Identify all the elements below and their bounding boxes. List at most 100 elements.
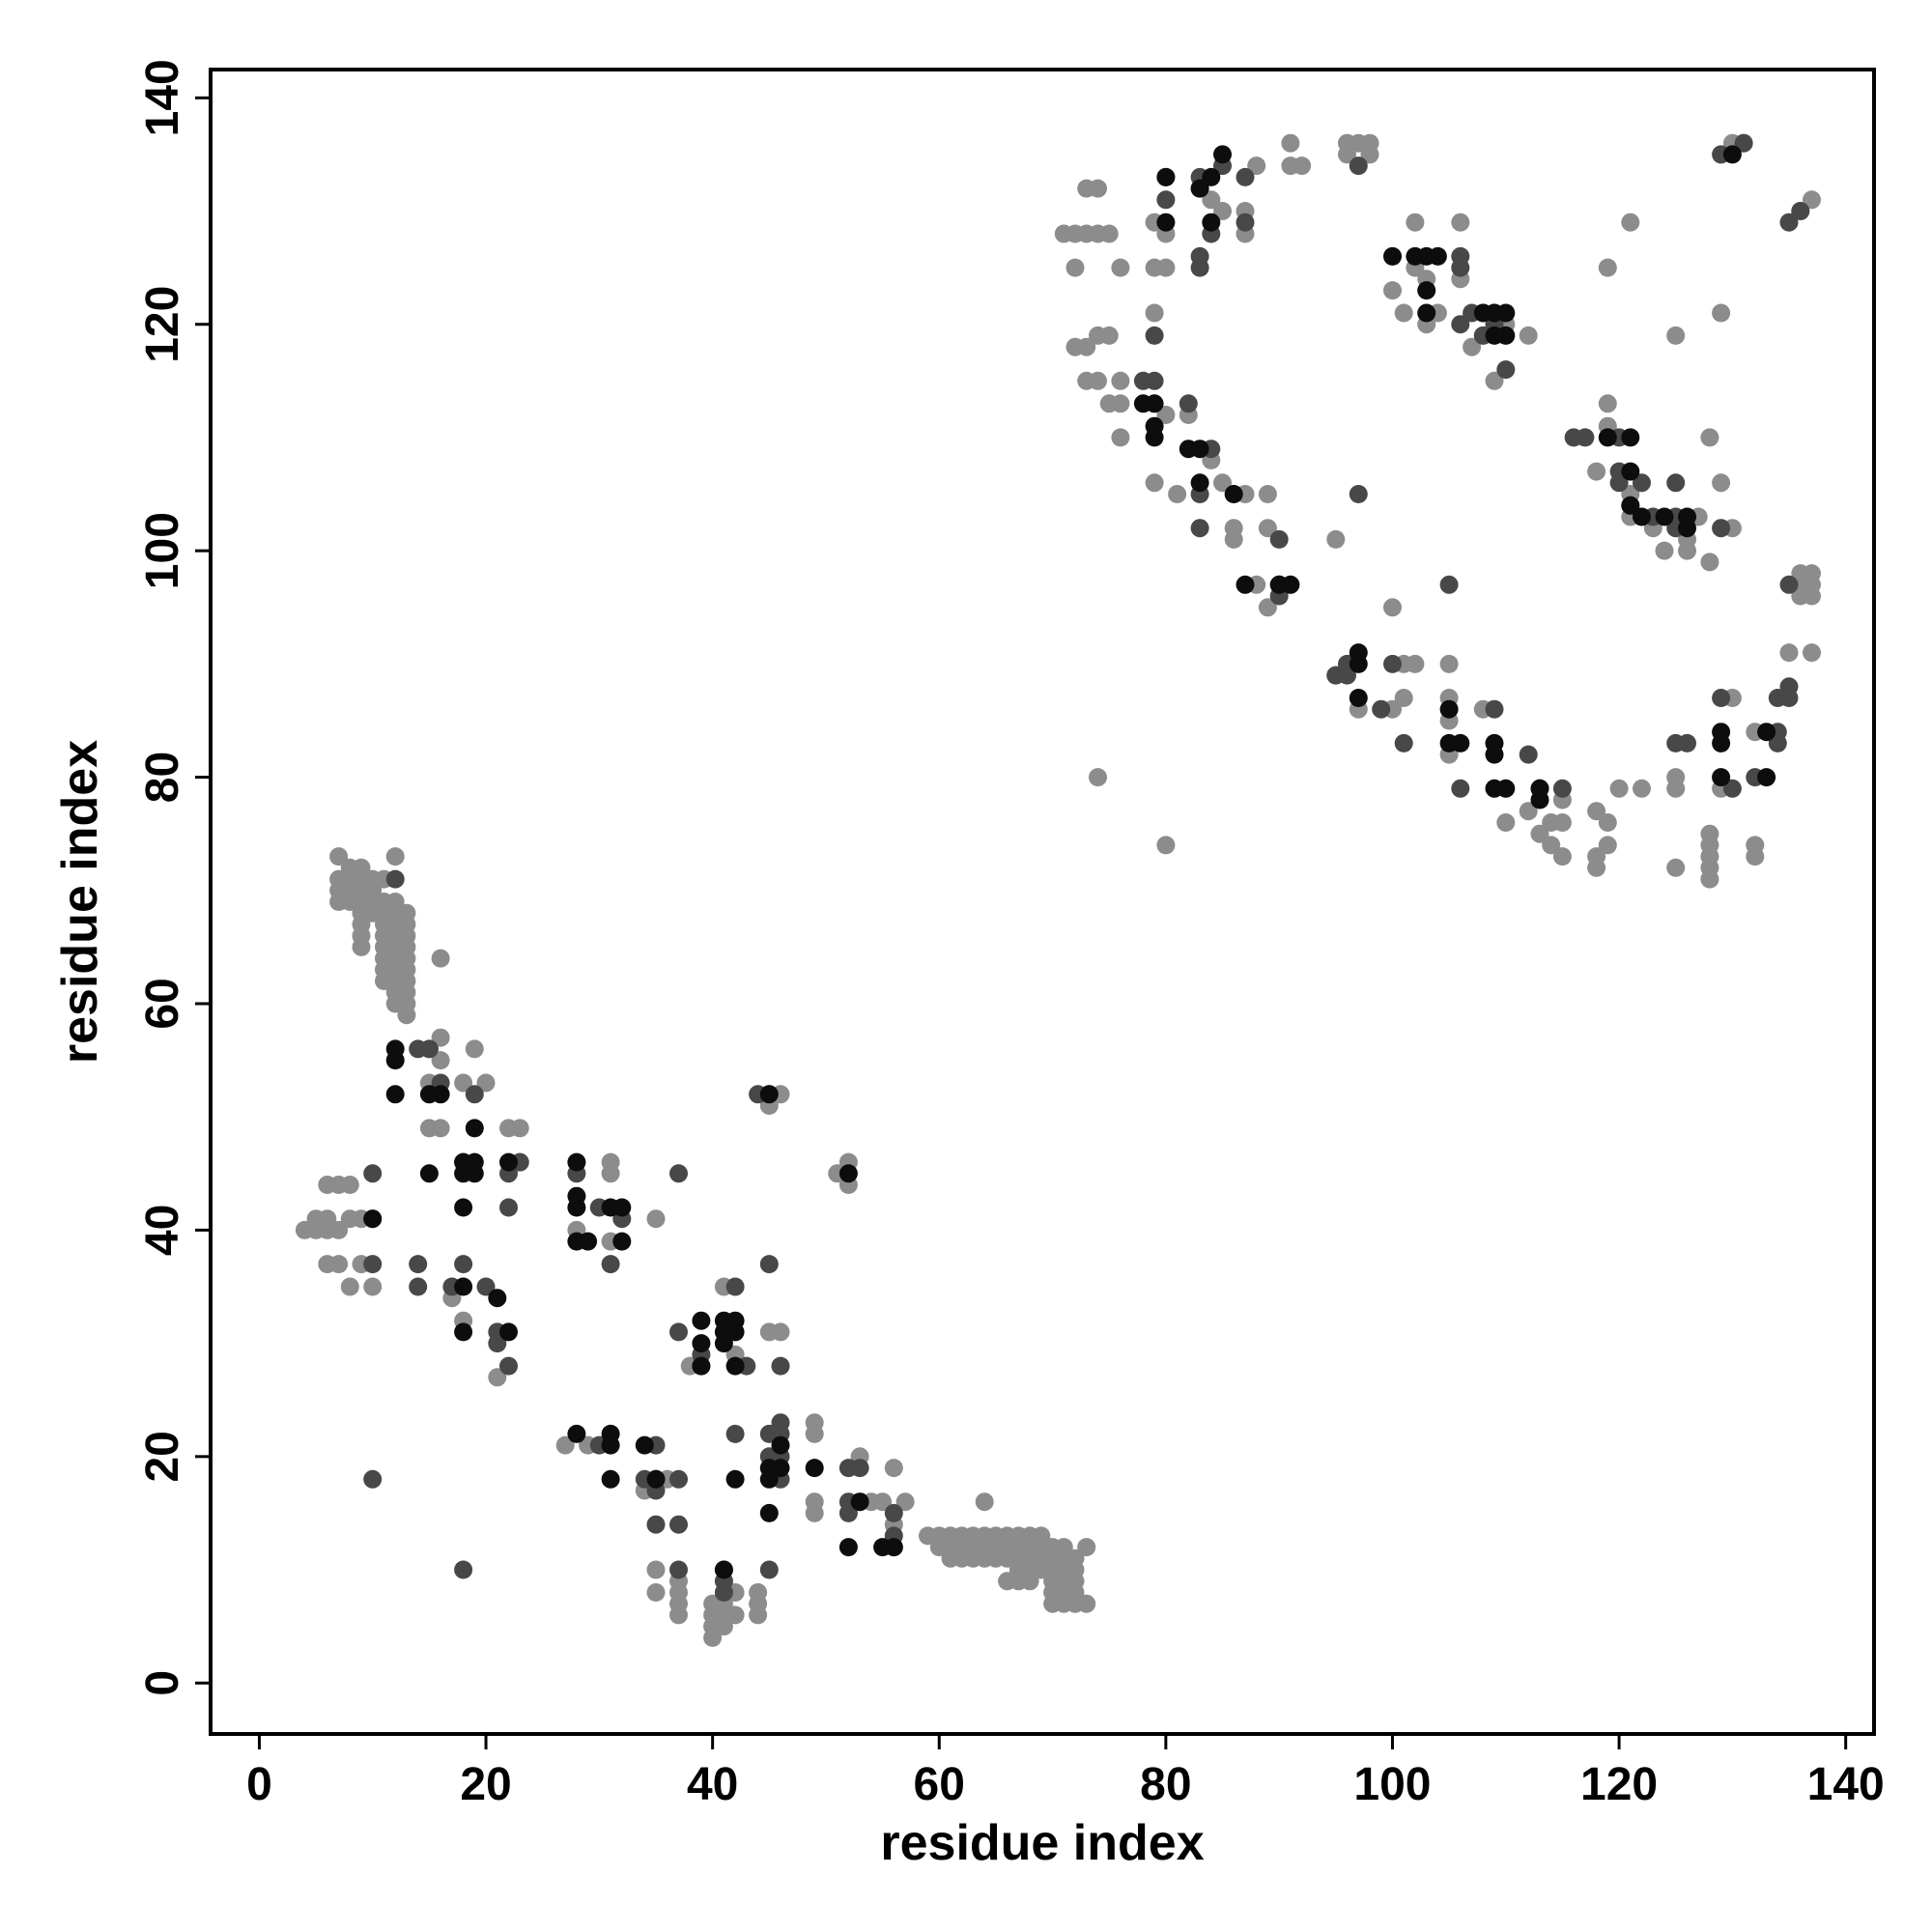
- contact-point: [1519, 802, 1538, 821]
- contact-point: [1439, 654, 1459, 673]
- contact-point: [601, 1152, 620, 1172]
- contact-point: [1213, 145, 1232, 164]
- contact-point: [749, 1605, 768, 1625]
- contact-point: [499, 1356, 518, 1376]
- contact-point: [1236, 213, 1255, 232]
- contact-point: [635, 1435, 654, 1455]
- contact-point: [1372, 699, 1391, 719]
- contact-point: [1746, 847, 1765, 867]
- contact-point: [385, 1085, 405, 1104]
- contact-point: [1712, 303, 1731, 323]
- contact-point: [1700, 553, 1719, 572]
- contact-point: [646, 1209, 666, 1229]
- contact-point: [1156, 213, 1176, 232]
- contact-point: [385, 869, 405, 889]
- contact-point: [1757, 768, 1776, 787]
- contact-point: [510, 1119, 529, 1138]
- contact-point: [771, 1356, 790, 1376]
- contact-point: [1349, 654, 1368, 673]
- contact-point: [805, 1459, 824, 1478]
- contact-point: [612, 1198, 632, 1217]
- contact-point: [1133, 394, 1152, 413]
- contact-point: [725, 1277, 745, 1296]
- contact-point: [1598, 836, 1617, 855]
- contact-point: [1712, 689, 1731, 707]
- contact-point: [1349, 689, 1368, 707]
- contact-point: [1065, 258, 1085, 277]
- y-tick-label: 60: [137, 978, 188, 1029]
- contact-point: [363, 1209, 383, 1229]
- contact-point: [1099, 224, 1119, 243]
- contact-point: [725, 1605, 745, 1625]
- contact-point: [884, 1538, 903, 1557]
- contact-point: [1587, 802, 1606, 821]
- contact-point: [714, 1583, 733, 1602]
- y-axis: 0 20 40 60 80 100 120 140: [137, 59, 211, 1696]
- x-tick-label: 40: [687, 1759, 738, 1810]
- contact-point: [669, 1322, 688, 1342]
- contact-point: [1428, 246, 1447, 266]
- contact-point: [454, 1164, 473, 1183]
- x-tick-label: 80: [1140, 1759, 1191, 1810]
- contact-point: [385, 1051, 405, 1070]
- contact-point: [1417, 281, 1436, 300]
- contact-point: [488, 1289, 507, 1308]
- contact-point: [1463, 337, 1482, 356]
- contact-point: [1224, 529, 1243, 549]
- contact-point: [1712, 519, 1731, 538]
- contact-point: [1179, 394, 1198, 413]
- contact-point: [1168, 485, 1187, 503]
- contact-point: [1394, 689, 1413, 707]
- contact-point: [476, 1073, 496, 1093]
- contact-point: [329, 847, 349, 867]
- contact-point: [1791, 202, 1810, 220]
- contact-point: [1451, 315, 1470, 334]
- contact-point: [1576, 428, 1595, 447]
- contact-point: [1236, 167, 1255, 186]
- contact-point: [1451, 733, 1470, 753]
- contact-point: [1803, 190, 1821, 210]
- contact-point: [771, 1459, 790, 1478]
- contact-point: [714, 1560, 733, 1579]
- contact-point: [1722, 779, 1742, 798]
- contact-point: [1269, 529, 1289, 549]
- contact-point: [1598, 394, 1617, 413]
- contact-point: [838, 1538, 858, 1557]
- contact-point: [669, 1560, 688, 1579]
- contact-point: [1202, 213, 1221, 232]
- contact-point: [1326, 529, 1346, 549]
- contact-point: [1779, 643, 1799, 663]
- contact-point: [1145, 473, 1164, 493]
- contact-point: [419, 1164, 439, 1183]
- contact-point: [1213, 473, 1232, 493]
- contact-point: [714, 1334, 733, 1353]
- contact-point: [1768, 689, 1787, 707]
- contact-point: [805, 1503, 824, 1522]
- contact-point: [725, 1322, 745, 1342]
- contact-point: [1077, 1594, 1096, 1613]
- contact-point: [465, 1119, 484, 1138]
- contact-point: [612, 1232, 632, 1251]
- contact-point: [692, 1334, 711, 1353]
- contact-point: [759, 1255, 779, 1274]
- contact-point: [579, 1232, 598, 1251]
- contact-point: [555, 1435, 575, 1455]
- contact-point: [850, 1492, 869, 1512]
- contact-point: [1258, 485, 1277, 503]
- contact-point: [1190, 179, 1209, 198]
- contact-point: [352, 937, 371, 956]
- x-tick-label: 120: [1580, 1759, 1658, 1810]
- contact-point: [646, 1560, 666, 1579]
- contact-point: [1757, 723, 1776, 742]
- contact-point: [1666, 473, 1686, 493]
- contact-point: [454, 1277, 473, 1296]
- contact-point: [759, 1560, 779, 1579]
- x-tick-label: 20: [460, 1759, 511, 1810]
- y-tick-label: 80: [137, 752, 188, 803]
- y-tick-label: 140: [137, 59, 188, 136]
- contact-point: [692, 1311, 711, 1330]
- contact-point: [363, 1469, 383, 1489]
- contact-point: [1111, 394, 1130, 413]
- contact-point: [1621, 428, 1640, 447]
- contact-point: [1089, 179, 1107, 198]
